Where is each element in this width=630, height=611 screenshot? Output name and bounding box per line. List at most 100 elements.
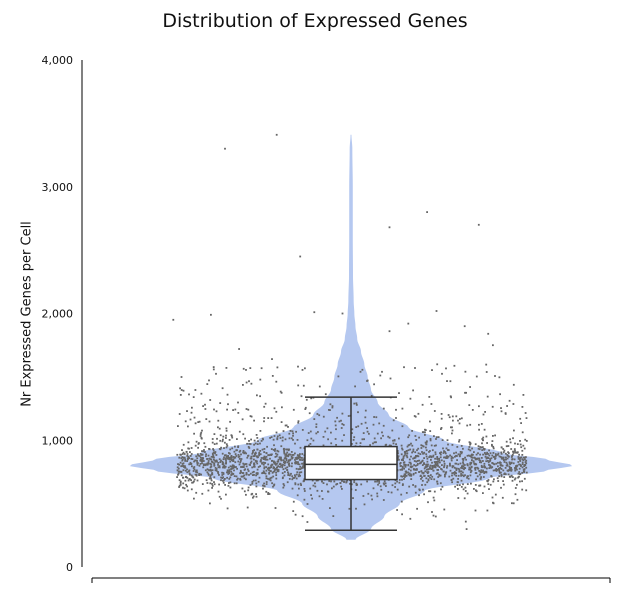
data-point (373, 437, 376, 440)
data-point (405, 492, 408, 494)
data-point (403, 454, 406, 457)
data-point (284, 424, 287, 427)
data-point (306, 439, 309, 442)
data-point (467, 454, 470, 457)
data-point (363, 503, 366, 506)
data-point (501, 456, 503, 459)
data-point (429, 466, 431, 469)
data-point (306, 503, 309, 505)
data-point (435, 472, 438, 475)
data-point (506, 463, 509, 466)
data-point (504, 413, 507, 415)
data-point (421, 479, 424, 482)
data-point (284, 454, 287, 456)
data-point (296, 458, 298, 460)
data-point (217, 466, 220, 469)
data-point (431, 466, 434, 468)
data-point (202, 450, 205, 453)
data-point (194, 422, 197, 425)
data-point (427, 479, 430, 482)
data-point (379, 485, 382, 488)
data-point (479, 453, 481, 456)
data-point (346, 479, 349, 482)
data-point (439, 482, 442, 485)
data-point (491, 496, 494, 499)
data-point (210, 458, 213, 461)
data-point (376, 492, 379, 495)
data-point (273, 460, 275, 463)
data-point (489, 464, 492, 467)
data-point (402, 483, 404, 486)
data-point (403, 473, 406, 476)
data-point (181, 449, 183, 451)
data-point (314, 482, 316, 485)
data-point (276, 462, 278, 465)
data-point (280, 391, 283, 394)
data-point (456, 481, 459, 483)
data-point (481, 449, 484, 451)
data-point (305, 398, 308, 401)
data-point (509, 438, 511, 441)
data-point (245, 465, 248, 468)
data-point (281, 406, 283, 409)
data-point (277, 469, 280, 471)
data-point (256, 455, 258, 458)
data-point (460, 467, 462, 469)
data-point (507, 469, 510, 472)
data-point (486, 395, 489, 398)
data-point (213, 476, 216, 479)
data-point (363, 438, 365, 441)
data-point (229, 476, 232, 479)
data-point (405, 471, 408, 474)
data-point (430, 444, 433, 447)
data-point (274, 448, 277, 450)
data-point (376, 479, 379, 482)
data-point (328, 409, 330, 411)
data-point (301, 453, 304, 455)
data-point (498, 475, 501, 478)
data-point (232, 460, 235, 462)
data-point (514, 451, 517, 454)
data-point (206, 468, 209, 471)
data-point (487, 461, 490, 464)
data-point (457, 453, 460, 456)
data-point (211, 487, 213, 489)
data-point (440, 413, 443, 415)
data-point (227, 456, 230, 459)
data-point (292, 477, 295, 479)
data-point (478, 473, 481, 476)
data-point (243, 474, 245, 477)
data-point (278, 456, 281, 459)
data-point (366, 379, 369, 382)
data-point (521, 471, 524, 474)
data-point (208, 448, 210, 450)
data-point (256, 394, 258, 397)
data-point (276, 453, 279, 456)
data-point (525, 489, 528, 492)
data-point (483, 448, 486, 451)
data-point (461, 458, 464, 460)
data-point (270, 466, 272, 469)
data-point (502, 469, 505, 472)
data-point (190, 474, 193, 477)
data-point (514, 477, 517, 480)
data-point (452, 456, 454, 459)
data-point (228, 439, 231, 441)
data-point (519, 473, 522, 475)
data-point (231, 436, 234, 439)
data-point (456, 446, 459, 448)
data-point (455, 451, 457, 454)
data-point (263, 417, 266, 419)
data-point (330, 480, 332, 483)
data-point (287, 471, 289, 474)
data-point (508, 465, 511, 468)
data-point (299, 446, 302, 449)
data-point (474, 484, 477, 486)
data-point (255, 434, 258, 436)
data-point (401, 465, 404, 468)
data-point (288, 465, 291, 467)
data-point (453, 452, 455, 455)
data-point (178, 413, 181, 415)
data-point (237, 456, 240, 458)
data-point (455, 469, 458, 472)
